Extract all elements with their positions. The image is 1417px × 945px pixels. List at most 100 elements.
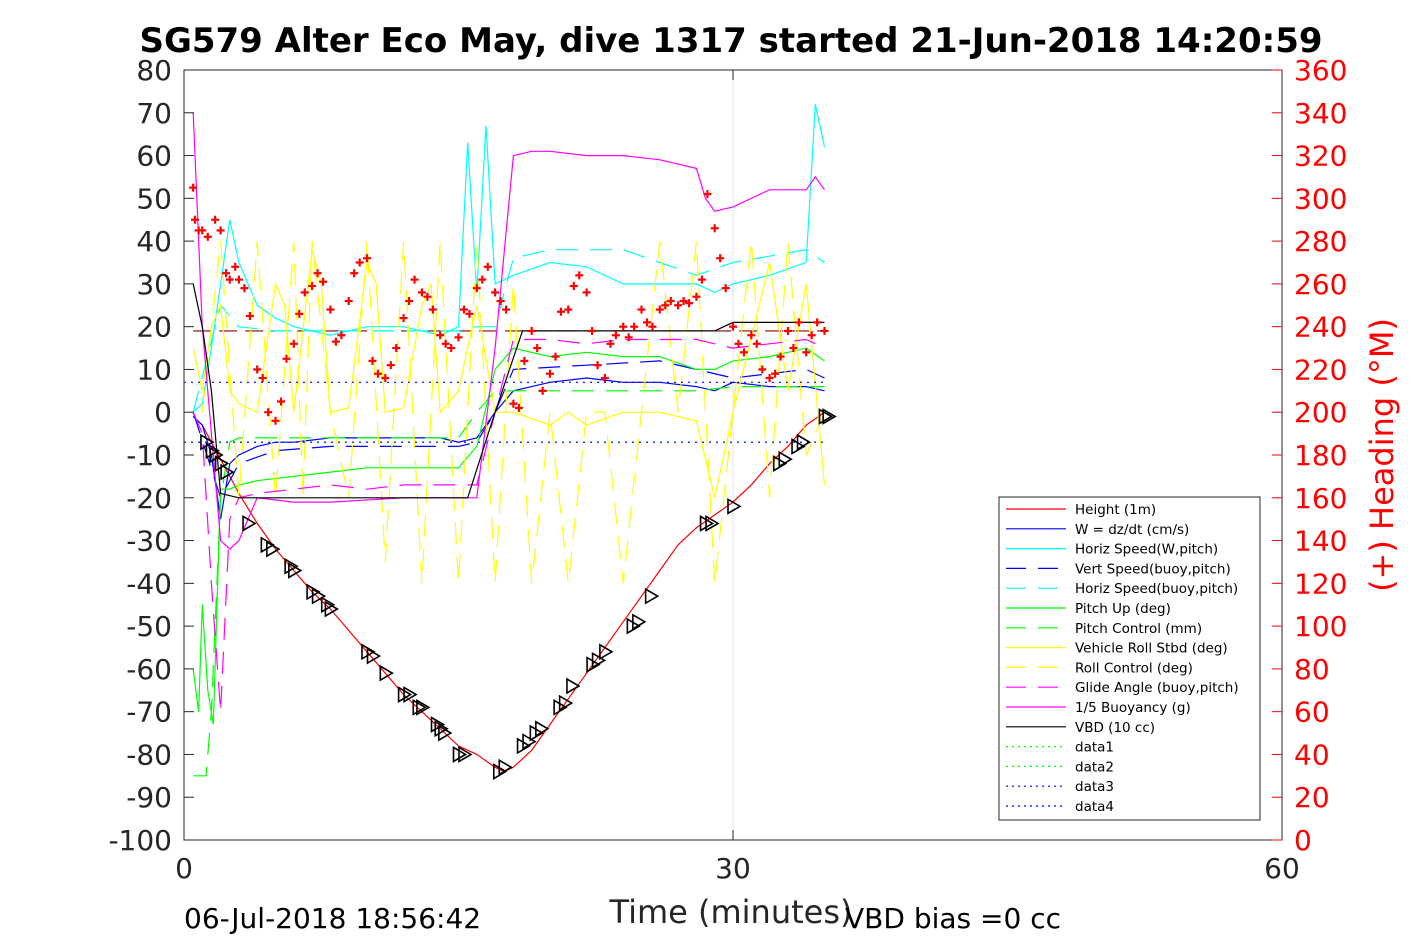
heading-point bbox=[546, 369, 554, 378]
heading-point bbox=[253, 365, 262, 374]
series-line-hspeed bbox=[192, 104, 826, 413]
heading-point bbox=[721, 284, 730, 293]
heading-point bbox=[350, 269, 359, 278]
legend-entry: Roll Control (deg) bbox=[1075, 660, 1193, 676]
y2-tick-label: 360 bbox=[1294, 54, 1347, 87]
series-line-glide bbox=[192, 338, 825, 712]
heading-point bbox=[331, 337, 340, 346]
y2-tick-label: 300 bbox=[1294, 182, 1347, 215]
legend-entry: VBD (10 cc) bbox=[1075, 720, 1155, 736]
heading-point bbox=[538, 386, 547, 395]
legend-entry: 1/5 Buoyancy (g) bbox=[1075, 700, 1191, 716]
y-tick-label: -70 bbox=[126, 696, 172, 729]
height-marker bbox=[438, 724, 453, 742]
heading-point bbox=[454, 333, 463, 342]
series-line-hspeed_buoy bbox=[192, 249, 825, 413]
heading-point bbox=[337, 331, 346, 340]
heading-point bbox=[198, 226, 207, 235]
y-tick-label: -40 bbox=[126, 567, 172, 600]
height-marker bbox=[458, 746, 473, 763]
heading-point bbox=[355, 258, 364, 267]
heading-point bbox=[674, 301, 683, 310]
series-line-height bbox=[192, 411, 825, 773]
series-line-pitch_control bbox=[193, 386, 825, 777]
height-marker bbox=[434, 720, 449, 738]
legend-entry: data1 bbox=[1075, 740, 1114, 756]
heading-point bbox=[502, 305, 511, 314]
heading-point bbox=[381, 374, 390, 382]
heading-point bbox=[459, 305, 468, 314]
heading-point bbox=[222, 269, 231, 278]
heading-point bbox=[295, 309, 304, 318]
height-marker bbox=[727, 497, 742, 515]
heading-point bbox=[509, 399, 518, 408]
y2-tick-label: 260 bbox=[1294, 268, 1347, 301]
legend: Height (1m) W = dz/dt (cm/s) Horiz Speed(W… bbox=[998, 496, 1261, 821]
heading-point bbox=[619, 322, 628, 331]
heading-point bbox=[648, 322, 657, 331]
heading-point bbox=[789, 344, 798, 353]
height-marker bbox=[498, 758, 513, 776]
heading-point bbox=[472, 284, 481, 293]
heading-point bbox=[190, 215, 199, 224]
heading-point bbox=[734, 339, 743, 348]
height-marker bbox=[430, 716, 446, 733]
height-marker bbox=[778, 450, 793, 468]
heading-point bbox=[588, 326, 597, 335]
y2-tick-label: 240 bbox=[1294, 311, 1347, 344]
heading-point bbox=[344, 297, 353, 305]
series-line-w bbox=[192, 377, 825, 520]
heading-point bbox=[661, 301, 670, 310]
heading-point bbox=[564, 305, 573, 314]
heading-point bbox=[624, 333, 633, 342]
y-tick-label: -80 bbox=[126, 738, 172, 771]
y-tick-label: -10 bbox=[126, 439, 172, 472]
height-marker bbox=[566, 677, 581, 695]
y-tick-label: 50 bbox=[136, 182, 172, 215]
heading-point bbox=[399, 314, 408, 323]
heading-point bbox=[611, 331, 620, 340]
x-axis-label: Time (minutes) bbox=[609, 893, 853, 931]
heading-point bbox=[582, 288, 591, 297]
series-line-roll bbox=[192, 249, 826, 498]
heading-point bbox=[692, 292, 701, 301]
heading-point bbox=[386, 361, 395, 370]
heading-point bbox=[368, 356, 377, 365]
y2-tick-label: 220 bbox=[1294, 353, 1347, 386]
heading-point bbox=[783, 326, 792, 335]
heading-point bbox=[363, 254, 371, 263]
y2-axis-label: (+) Heading (°M) bbox=[1363, 318, 1401, 592]
heading-point bbox=[405, 297, 414, 305]
heading-point bbox=[820, 326, 829, 335]
y2-tick-label: 40 bbox=[1294, 738, 1330, 771]
heading-point bbox=[679, 297, 688, 305]
y-tick-label: 60 bbox=[136, 140, 172, 173]
y-tick-label: -20 bbox=[126, 482, 172, 515]
y-tick-label: 10 bbox=[136, 353, 172, 386]
heading-point bbox=[807, 331, 816, 340]
heading-point bbox=[655, 305, 664, 314]
heading-point bbox=[300, 288, 309, 297]
legend-entry: Glide Angle (buoy,pitch) bbox=[1075, 680, 1239, 696]
y2-tick-label: 200 bbox=[1294, 396, 1347, 429]
heading-point bbox=[465, 309, 474, 318]
heading-point bbox=[716, 254, 725, 263]
series-line-vbd bbox=[192, 283, 825, 499]
y-tick-label: -100 bbox=[108, 824, 172, 857]
legend-entry: Vert Speed(buoy,pitch) bbox=[1075, 561, 1231, 577]
heading-point bbox=[491, 288, 500, 297]
heading-point bbox=[606, 339, 615, 348]
y-tick-label: -90 bbox=[126, 781, 172, 814]
heading-point bbox=[203, 232, 212, 241]
y2-tick-label: 100 bbox=[1294, 610, 1347, 643]
y-tick-label: -50 bbox=[126, 610, 172, 643]
legend-entry: W = dz/dt (cm/s) bbox=[1075, 522, 1189, 538]
heading-point bbox=[282, 354, 291, 363]
heading-point bbox=[276, 397, 285, 406]
heading-point bbox=[642, 318, 651, 327]
legend-entry: Height (1m) bbox=[1075, 502, 1156, 518]
legend-entry: Vehicle Roll Stbd (deg) bbox=[1075, 641, 1228, 657]
height-marker bbox=[644, 587, 660, 605]
legend-entry: data2 bbox=[1075, 759, 1114, 775]
heading-point bbox=[245, 311, 254, 320]
